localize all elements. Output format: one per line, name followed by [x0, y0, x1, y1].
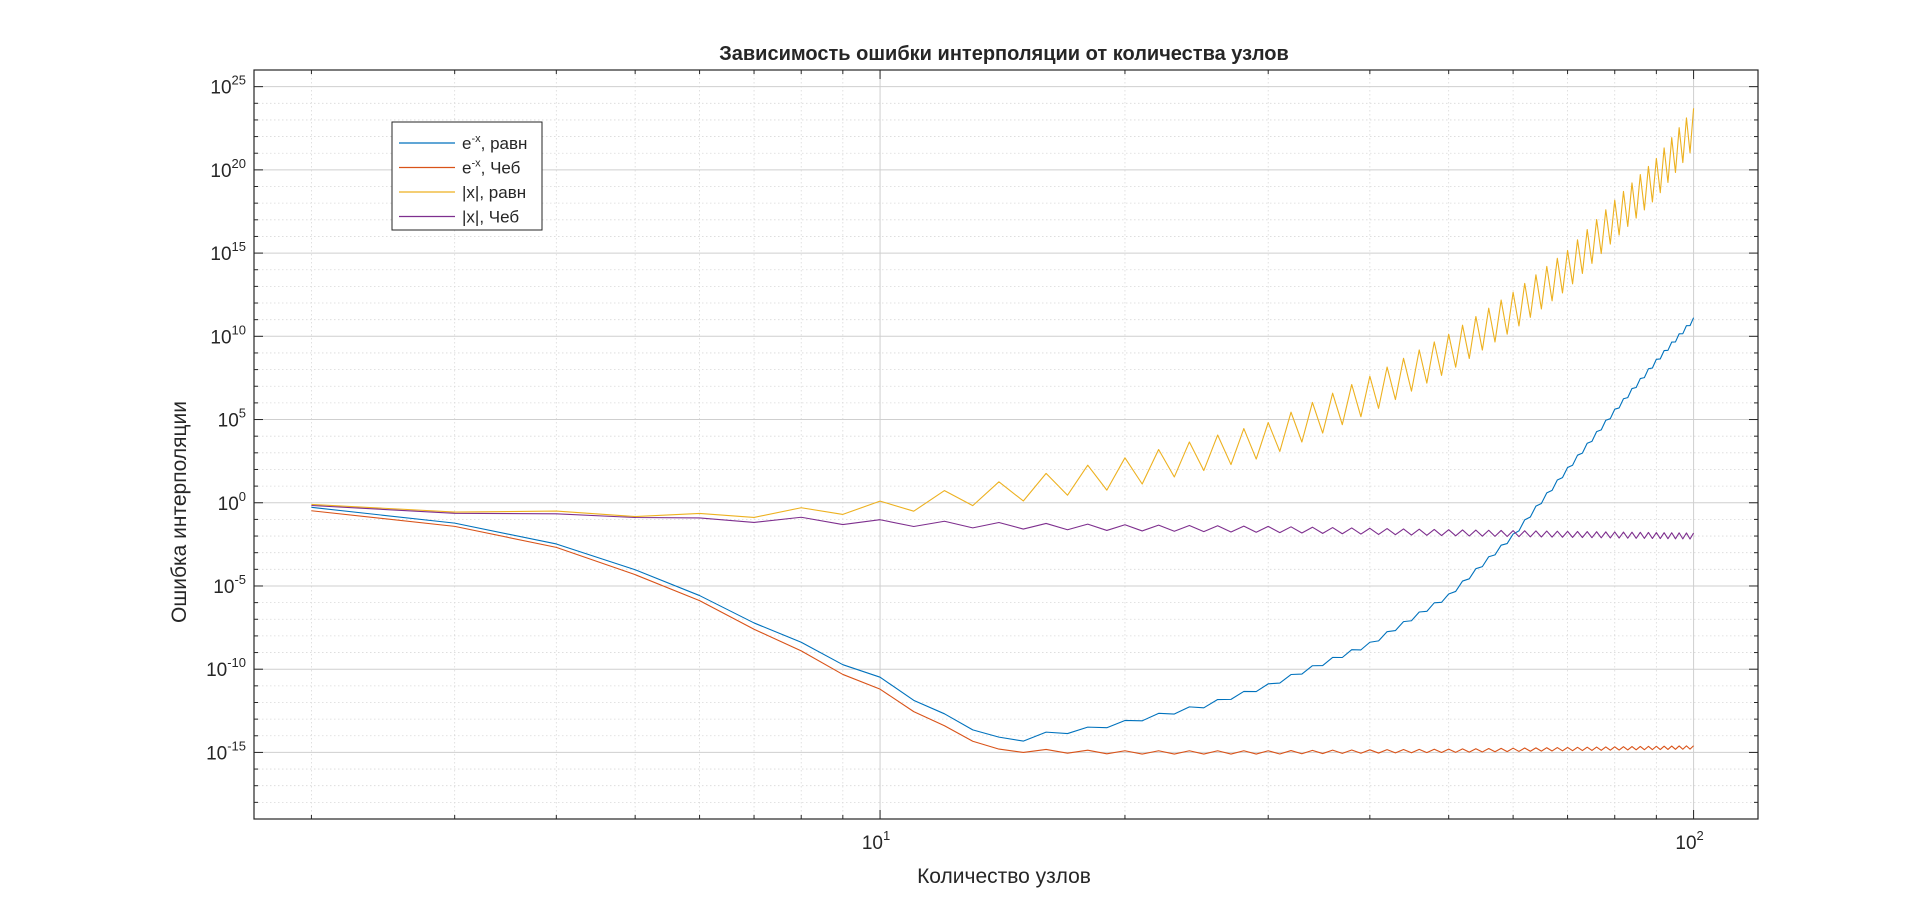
- y-tick-label: 1010: [210, 322, 246, 348]
- series-layer: [311, 108, 1695, 755]
- legend-label-1: e-x, равн: [462, 133, 527, 153]
- axes-box: [253, 69, 1759, 820]
- tick-labels: 101 102 1025 1020 1015 1010 105 100 10-5 10-10 10-…: [206, 73, 1704, 854]
- legend-box: [391, 121, 543, 231]
- x-axis-label: Количество узлов: [917, 865, 1091, 888]
- y-tick-label: 1020: [210, 156, 246, 182]
- x-tick-label: 101: [862, 828, 890, 854]
- y-tick-label: 1025: [210, 73, 246, 99]
- series-line-2: [311, 510, 1694, 755]
- y-tick-label: 1015: [210, 239, 246, 265]
- legend-label-4: |x|, Чеб: [462, 208, 519, 227]
- y-axis-label: Ошибка интерполяции: [168, 401, 191, 623]
- legend-label-3: |x|, равн: [462, 183, 526, 202]
- y-tick-label: 100: [218, 489, 246, 515]
- y-tick-label: 10-5: [213, 572, 246, 598]
- legend: e-x, равн e-x, Чеб |x|, равн |x|, Чеб: [391, 121, 543, 231]
- series-line-3: [311, 108, 1695, 518]
- y-tick-label: 10-15: [206, 738, 246, 764]
- chart-title: Зависимость ошибки интерполяции от колич…: [719, 43, 1289, 65]
- ticks: [254, 69, 1758, 820]
- series-line-1: [311, 317, 1695, 742]
- series-line-4: [311, 504, 1695, 540]
- major-grid: [254, 70, 1758, 819]
- legend-label-2: e-x, Чеб: [462, 158, 521, 178]
- y-tick-label: 105: [218, 406, 246, 432]
- x-tick-label: 102: [1675, 828, 1703, 854]
- y-tick-label: 10-10: [206, 655, 246, 681]
- legend-items: e-x, равн e-x, Чеб |x|, равн |x|, Чеб: [399, 133, 527, 227]
